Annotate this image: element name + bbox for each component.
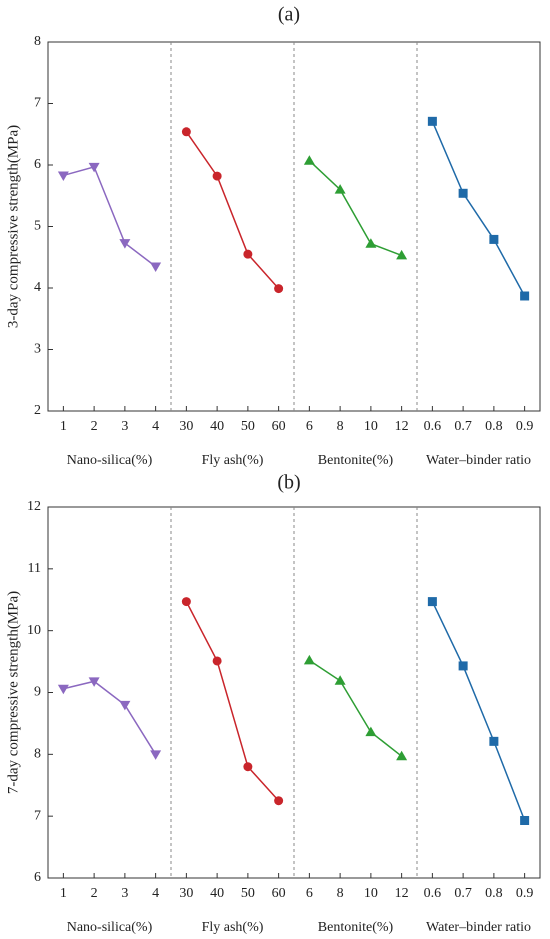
x-tick-label: 6 <box>306 886 313 901</box>
x-tick-label: 12 <box>395 886 409 901</box>
x-tick-label: 0.7 <box>454 886 472 901</box>
marker <box>427 116 437 126</box>
marker <box>334 184 346 194</box>
group-label: Nano-silica(%) <box>67 453 153 468</box>
x-tick-label: 60 <box>272 886 286 901</box>
marker <box>365 238 377 248</box>
x-tick-label: 8 <box>337 886 344 901</box>
x-tick-label: 0.9 <box>516 419 534 434</box>
series-line <box>185 131 280 290</box>
marker <box>303 654 315 665</box>
x-tick-label: 0.9 <box>516 886 534 901</box>
marker <box>88 677 100 687</box>
marker <box>181 127 191 137</box>
marker <box>212 171 222 181</box>
marker <box>119 700 131 711</box>
x-tick-label: 10 <box>364 419 378 434</box>
group-label: Water–binder ratio <box>426 920 531 935</box>
series-line <box>308 160 402 257</box>
marker <box>489 736 499 746</box>
marker <box>212 656 222 666</box>
x-tick-label: 40 <box>210 886 224 901</box>
x-tick-label: 10 <box>364 886 378 901</box>
x-tick-label: 4 <box>152 419 159 434</box>
group-label: Nano-silica(%) <box>67 920 153 935</box>
x-tick-label: 6 <box>306 419 313 434</box>
x-tick-label: 40 <box>210 419 224 434</box>
marker <box>396 249 408 260</box>
y-tick-label: 8 <box>34 34 41 49</box>
group-label: Bentonite(%) <box>318 920 394 935</box>
group-label: Water–binder ratio <box>426 453 531 468</box>
chart-title: (a) <box>278 4 300 26</box>
marker <box>427 597 437 607</box>
y-axis-label: 7-day compressive strength(MPa) <box>5 591 21 794</box>
y-axis-label: 3-day compressive strength(MPa) <box>5 125 21 328</box>
marker <box>458 661 468 671</box>
x-tick-label: 1 <box>60 886 67 901</box>
chart-title: (b) <box>277 472 300 494</box>
marker <box>303 155 315 165</box>
series-line <box>308 659 403 757</box>
y-tick-label: 8 <box>34 747 41 762</box>
marker <box>458 188 468 198</box>
marker <box>181 597 191 607</box>
x-tick-label: 1 <box>60 419 67 434</box>
x-tick-label: 2 <box>91 886 98 901</box>
group-label: Fly ash(%) <box>202 920 264 935</box>
group-label: Bentonite(%) <box>318 453 394 468</box>
series-line <box>431 601 526 821</box>
series-line <box>63 165 157 268</box>
marker <box>150 750 162 760</box>
series-line <box>431 121 526 297</box>
marker <box>150 262 162 272</box>
marker <box>520 291 530 301</box>
marker <box>274 284 284 294</box>
series-line <box>185 601 280 802</box>
marker <box>274 796 284 806</box>
marker <box>88 162 100 173</box>
marker <box>243 762 253 772</box>
x-tick-label: 4 <box>152 886 159 901</box>
marker <box>334 675 346 685</box>
group-label: Fly ash(%) <box>202 453 264 468</box>
x-tick-label: 12 <box>395 419 409 434</box>
x-tick-label: 0.8 <box>485 886 503 901</box>
y-tick-label: 3 <box>34 342 41 357</box>
x-tick-label: 0.8 <box>485 419 503 434</box>
x-tick-label: 0.6 <box>424 886 442 901</box>
y-tick-label: 10 <box>27 623 41 638</box>
y-tick-label: 2 <box>34 403 41 418</box>
x-tick-label: 0.7 <box>454 419 472 434</box>
marker <box>119 239 131 249</box>
x-tick-label: 30 <box>179 886 193 901</box>
y-tick-label: 7 <box>34 96 41 111</box>
marker <box>396 750 408 761</box>
marker <box>57 684 69 695</box>
x-tick-label: 2 <box>91 419 98 434</box>
y-tick-label: 7 <box>34 808 41 823</box>
series-line <box>63 680 157 755</box>
marker <box>243 249 253 259</box>
y-tick-label: 9 <box>34 685 41 700</box>
x-tick-label: 50 <box>241 886 255 901</box>
y-tick-label: 12 <box>27 499 41 514</box>
x-tick-label: 8 <box>337 419 344 434</box>
x-tick-label: 30 <box>179 419 193 434</box>
marker <box>520 815 530 825</box>
x-tick-label: 3 <box>121 419 128 434</box>
x-tick-label: 0.6 <box>424 419 442 434</box>
x-tick-label: 50 <box>241 419 255 434</box>
y-tick-label: 6 <box>34 157 41 172</box>
y-tick-label: 4 <box>34 280 41 295</box>
y-tick-label: 5 <box>34 219 41 234</box>
y-tick-label: 6 <box>34 870 41 885</box>
marker <box>57 171 69 181</box>
x-tick-label: 60 <box>272 419 286 434</box>
marker <box>365 726 377 737</box>
marker <box>489 234 499 244</box>
x-tick-label: 3 <box>121 886 128 901</box>
y-tick-label: 11 <box>28 561 41 576</box>
